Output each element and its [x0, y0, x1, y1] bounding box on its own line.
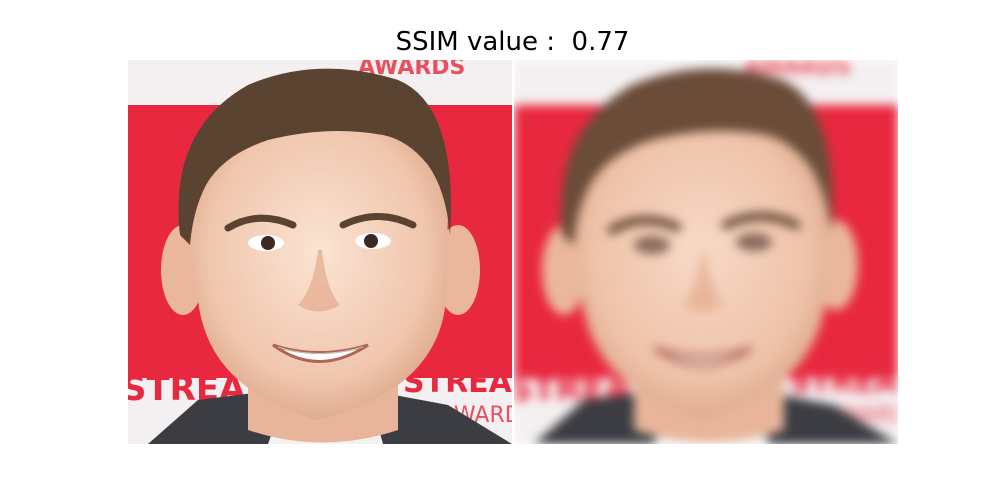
backdrop-text-bottom-right: STREAM: [789, 365, 898, 400]
hair: [560, 68, 833, 245]
right-eye: [736, 233, 772, 251]
original-face-image: AWARDS STREAM STREAM AWARDS: [128, 60, 512, 444]
hair: [178, 68, 451, 245]
smile: [652, 346, 754, 367]
left-ear: [542, 225, 586, 315]
title-prefix: SSIM value :: [395, 27, 564, 57]
backdrop-text-top: AWARDS: [358, 60, 465, 80]
nose: [298, 250, 340, 312]
nose: [682, 250, 724, 312]
reconstructed-face-image: AWARDS STREAM STREAM AWARDS: [514, 60, 898, 444]
backdrop-text-top: AWARDS: [744, 60, 851, 80]
backdrop-text-bottom-right: STREAM: [403, 365, 512, 400]
left-eye: [634, 236, 670, 254]
original-image-panel: AWARDS STREAM STREAM AWARDS: [128, 60, 512, 444]
ssim-value: 0.77: [571, 27, 630, 57]
reconstructed-image-panel: AWARDS STREAM STREAM AWARDS: [514, 60, 898, 444]
figure-title: SSIM value : 0.77: [0, 22, 1000, 62]
